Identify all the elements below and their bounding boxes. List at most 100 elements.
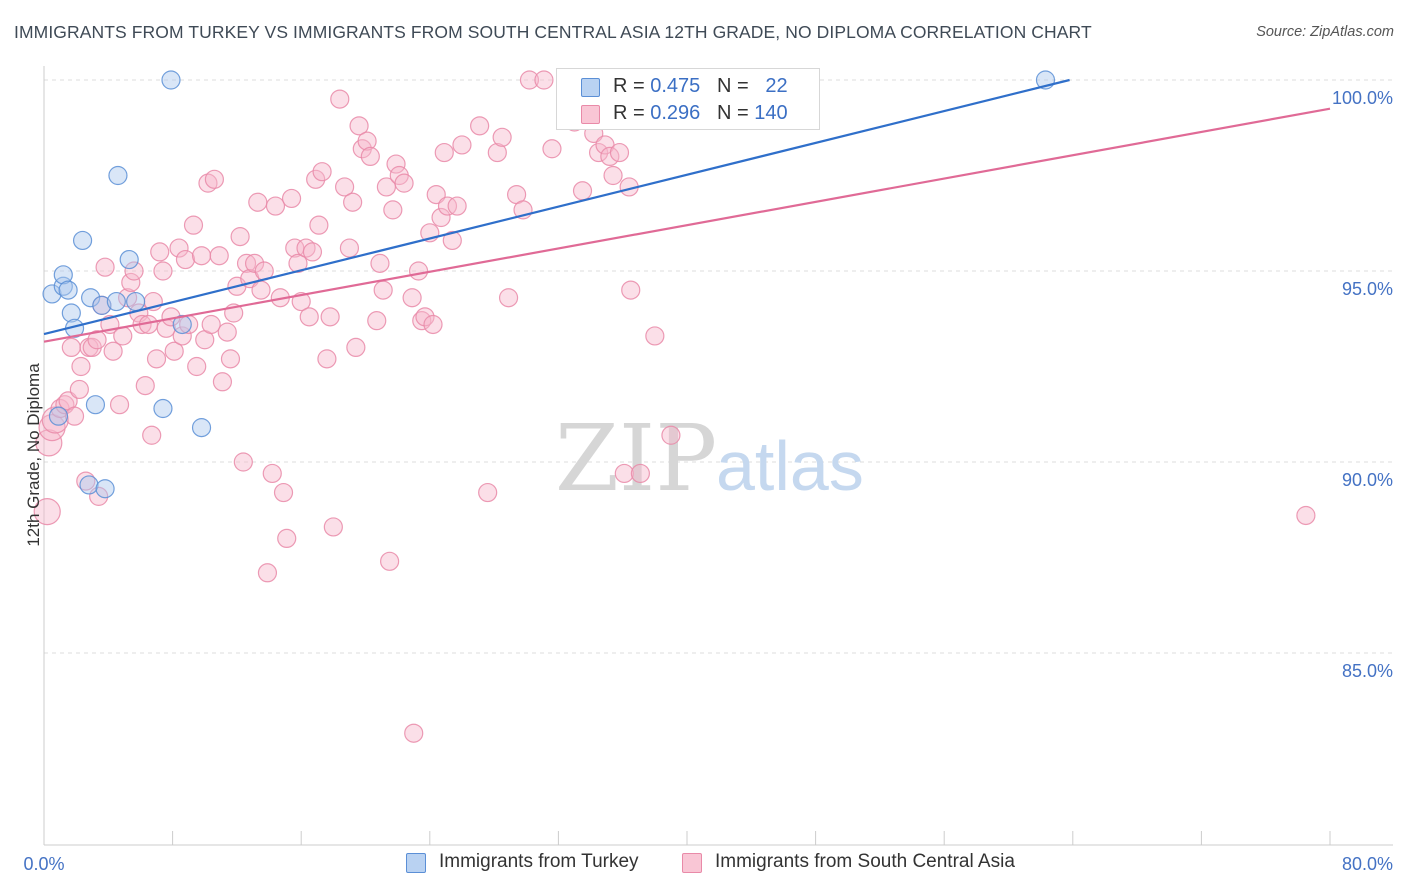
south-central-asia-point	[217, 322, 237, 342]
turkey-point	[108, 165, 128, 186]
watermark-zip: ZIP	[555, 405, 717, 512]
legend-n-label: N =	[716, 75, 755, 97]
south-central-asia-point	[109, 395, 130, 415]
south-central-asia-point	[534, 70, 554, 90]
legend-r-value-south-central-asia: 0.296	[650, 102, 701, 124]
south-central-asia-point	[370, 253, 390, 273]
turkey-point	[79, 475, 99, 495]
bottom-legend-swatch-turkey	[406, 853, 426, 873]
south-central-asia-point	[349, 116, 369, 136]
south-central-asia-point	[335, 177, 355, 197]
south-central-asia-point	[142, 425, 162, 445]
south-central-asia-point	[187, 356, 207, 377]
south-central-asia-point	[661, 425, 681, 445]
south-central-asia-point	[330, 89, 350, 109]
south-central-asia-point	[33, 498, 61, 526]
legend-text-turkey: R = 0.475 N = 22	[613, 75, 788, 98]
source-attribution: Source: ZipAtlas.com	[1256, 24, 1394, 40]
south-central-asia-point	[71, 356, 91, 377]
legend-swatch-south-central-asia	[581, 105, 600, 124]
x-tick-label: 80.0%	[1342, 854, 1393, 874]
south-central-asia-point	[201, 314, 221, 335]
south-central-asia-point	[415, 307, 435, 327]
south-central-asia-point	[248, 192, 268, 212]
south-central-asia-point	[164, 341, 184, 361]
turkey-point	[53, 265, 73, 285]
south-central-asia-point	[299, 307, 319, 327]
turkey-point	[58, 280, 78, 300]
y-tick-label: 100.0%	[1332, 88, 1393, 108]
south-central-asia-point	[172, 326, 192, 346]
legend-swatch-turkey	[581, 78, 600, 97]
south-central-asia-point	[621, 280, 641, 300]
south-central-asia-point	[442, 230, 462, 251]
south-central-asia-point	[124, 261, 144, 281]
series-south-central-asia-points	[33, 70, 1316, 743]
south-central-asia-point	[175, 249, 196, 270]
turkey-point	[85, 395, 106, 415]
turkey-point	[72, 230, 93, 251]
legend-n-value-turkey: 22	[765, 75, 788, 97]
trend-line-turkey	[43, 78, 1070, 336]
south-central-asia-point	[87, 330, 107, 350]
south-central-asia-point	[603, 165, 623, 186]
south-central-asia-point	[630, 463, 650, 484]
south-central-asia-point	[367, 311, 387, 331]
south-central-asia-point	[339, 238, 360, 258]
turkey-point	[119, 249, 139, 270]
south-central-asia-point	[121, 272, 141, 293]
south-central-asia-point	[423, 314, 443, 335]
turkey-point	[61, 303, 81, 323]
south-central-asia-point	[323, 517, 343, 537]
turkey-point	[81, 288, 101, 308]
south-central-asia-point	[645, 326, 665, 346]
turkey-point	[161, 70, 181, 90]
south-central-asia-point	[447, 196, 467, 216]
south-central-asia-point	[498, 288, 519, 308]
south-central-asia-point	[402, 288, 422, 308]
south-central-asia-point	[492, 127, 512, 147]
legend-r-value-turkey: 0.475	[650, 75, 701, 97]
south-central-asia-point	[135, 376, 155, 396]
south-central-asia-point	[383, 200, 403, 220]
south-central-asia-point	[572, 181, 593, 201]
tick-labels: 85.0% 90.0% 95.0% 100.0% 0.0% 80.0%	[23, 88, 1393, 874]
turkey-point	[106, 291, 126, 312]
x-tick-label: 0.0%	[23, 854, 64, 874]
south-central-asia-point	[394, 173, 414, 193]
south-central-asia-point	[343, 192, 363, 212]
turkey-point	[92, 295, 112, 315]
south-central-asia-point	[262, 463, 282, 484]
legend-text-south-central-asia: R = 0.296 N = 140	[613, 102, 788, 125]
south-central-asia-point	[434, 142, 454, 163]
y-tick-label: 90.0%	[1342, 470, 1393, 490]
south-central-asia-point	[95, 257, 115, 277]
y-axis-label: 12th Grade, No Diploma	[24, 363, 43, 547]
south-central-asia-point	[312, 162, 332, 182]
y-tick-label: 95.0%	[1342, 279, 1393, 299]
south-central-asia-point	[273, 482, 294, 503]
south-central-asia-point	[360, 146, 380, 166]
legend-n-label: N =	[716, 102, 755, 124]
south-central-asia-point	[69, 379, 89, 400]
south-central-asia-point	[452, 135, 472, 155]
south-central-asia-point	[542, 139, 562, 159]
south-central-asia-point	[609, 142, 630, 163]
bottom-legend-label-turkey: Immigrants from Turkey	[439, 851, 639, 872]
watermark-atlas: atlas	[716, 427, 864, 505]
south-central-asia-point	[373, 280, 393, 300]
south-central-asia-point	[209, 246, 229, 266]
south-central-asia-point	[614, 463, 634, 484]
series-turkey-points	[42, 70, 1056, 499]
south-central-asia-point	[487, 142, 507, 163]
south-central-asia-point	[600, 146, 620, 166]
south-central-asia-point	[519, 70, 540, 90]
bottom-legend-label-south-central-asia: Immigrants from South Central Asia	[715, 851, 1015, 872]
trend-lines	[43, 78, 1331, 343]
south-central-asia-point	[302, 242, 323, 262]
south-central-asia-point	[230, 227, 250, 247]
south-central-asia-point	[220, 349, 241, 369]
south-central-asia-point	[380, 551, 400, 571]
south-central-asia-point	[386, 154, 406, 174]
